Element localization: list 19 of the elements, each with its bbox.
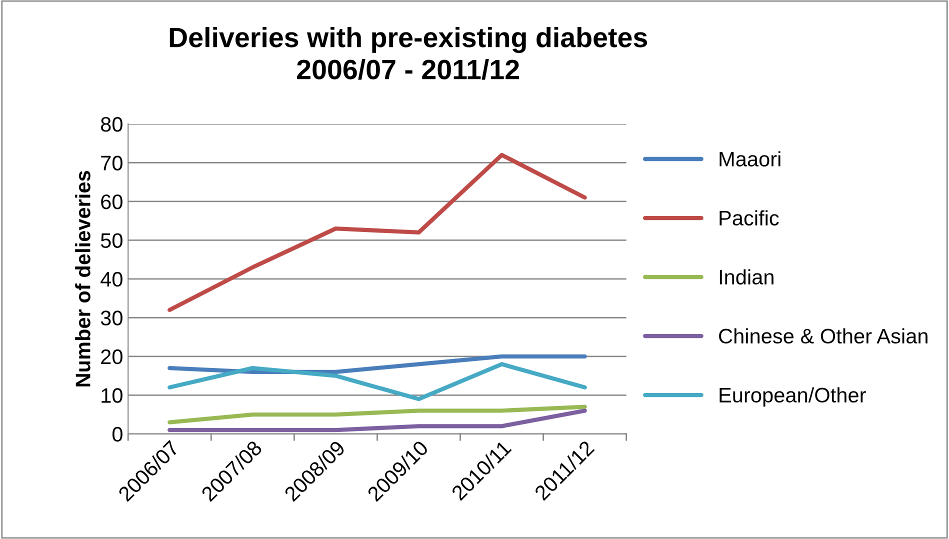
- line-series: [168, 404, 587, 424]
- y-tick-label: 60: [101, 194, 122, 210]
- chart-title: Deliveries with pre-existing diabetes 2006/07 - 2011/12: [170, 26, 647, 80]
- y-tick-label: 30: [100, 310, 122, 326]
- y-axis-title: Number of delieveries: [75, 170, 90, 386]
- legend-label: Chinese & Other Asian: [719, 328, 928, 344]
- legend-label: Indian: [720, 269, 774, 285]
- y-tick-label: 20: [101, 349, 122, 364]
- legend-label: Maaori: [720, 151, 780, 167]
- legend-label: Pacific: [720, 210, 779, 226]
- y-tick-label: 50: [100, 233, 122, 248]
- y-tick-label: 40: [100, 272, 122, 287]
- line-series: [168, 362, 587, 402]
- legend-label: European/Other: [720, 387, 866, 407]
- y-tick-label: 0: [112, 426, 122, 442]
- y-tick-label: 10: [102, 388, 122, 403]
- line-series: [168, 152, 587, 312]
- y-tick-label: 70: [101, 156, 122, 170]
- y-tick-label: 80: [100, 116, 122, 132]
